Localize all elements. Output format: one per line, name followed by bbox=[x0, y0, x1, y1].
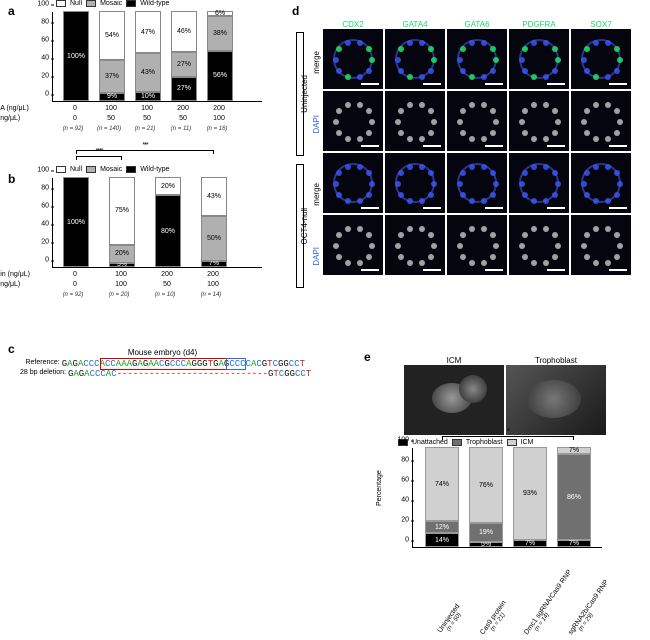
bar-col: 100% bbox=[63, 11, 89, 101]
panel-a-chart: 020406080100100%9%37%54%10%43%47%27%27%4… bbox=[52, 12, 262, 102]
micrograph bbox=[571, 91, 631, 151]
panel-b-label: b bbox=[8, 172, 15, 186]
micrograph bbox=[323, 29, 383, 89]
panel-a-label: a bbox=[8, 4, 15, 18]
micrograph bbox=[323, 215, 383, 275]
micrograph bbox=[447, 215, 507, 275]
bar-col: 5%20%75% bbox=[109, 177, 135, 267]
micrograph bbox=[447, 153, 507, 213]
micrograph bbox=[571, 153, 631, 213]
bar-col: 80%20% bbox=[155, 177, 181, 267]
panel-b-chart: 020406080100100%5%20%75%80%20%7%50%43%**… bbox=[52, 178, 262, 268]
micrograph bbox=[323, 153, 383, 213]
panel-b-legend: Null Mosaic Wild-type bbox=[56, 166, 169, 173]
micrograph bbox=[509, 215, 569, 275]
bar-col: 10%43%47% bbox=[135, 11, 161, 101]
bar-col: 56%38%6% bbox=[207, 11, 233, 101]
panel-e-caps: ICM Trophoblast bbox=[370, 356, 640, 365]
micrograph bbox=[385, 215, 445, 275]
micrograph bbox=[447, 91, 507, 151]
micrograph bbox=[385, 153, 445, 213]
micrograph bbox=[509, 153, 569, 213]
micrograph bbox=[323, 91, 383, 151]
panel-d-grid: CDX2GATA4GATA6PDGFRASOX7UninjectedmergeD… bbox=[322, 20, 632, 277]
panel-b: b Null Mosaic Wild-type Percent of injec… bbox=[20, 178, 270, 328]
panel-d-label: d bbox=[292, 4, 299, 18]
panel-e-micro-troph bbox=[506, 365, 606, 435]
panel-e: e ICM Trophoblast Unattached Trophoblast… bbox=[370, 356, 640, 626]
panel-c-label: c bbox=[8, 342, 15, 356]
panel-c: c Mouse embryo (d4) Reference:GAGACCCACC… bbox=[20, 348, 305, 408]
panel-c-sequences: Reference:GAGACCCACCAAAGAGAACGCCCAGGGTGA… bbox=[20, 359, 305, 379]
bar-col: 9%37%54% bbox=[99, 11, 125, 101]
panel-d: d CDX2GATA4GATA6PDGFRASOX7Uninjectedmerg… bbox=[298, 8, 646, 346]
micrograph bbox=[509, 29, 569, 89]
bar-col: 100% bbox=[63, 177, 89, 267]
panel-e-label: e bbox=[364, 350, 371, 364]
micrograph bbox=[385, 91, 445, 151]
micrograph bbox=[509, 91, 569, 151]
panel-e-micrographs bbox=[370, 365, 640, 435]
micrograph bbox=[385, 29, 445, 89]
panel-e-legend: Unattached Trophoblast ICM bbox=[398, 439, 640, 446]
bar-col: 27%27%46% bbox=[171, 11, 197, 101]
panel-e-ylabel: Percentage bbox=[376, 470, 383, 506]
micrograph bbox=[571, 215, 631, 275]
panel-a: a Null Mosaic Wild-type Percent of injec… bbox=[20, 12, 270, 162]
seq-row: 28 bp deletion:GAGACCCAC----------------… bbox=[20, 369, 305, 379]
panel-e-micro-icm bbox=[404, 365, 504, 435]
panel-c-title: Mouse embryo (d4) bbox=[20, 348, 305, 357]
bar-col: 7%50%43% bbox=[201, 177, 227, 267]
panel-e-chart: 02040608010014%12%74%5%19%76%7%93%7%86%7… bbox=[412, 448, 602, 548]
micrograph bbox=[447, 29, 507, 89]
panel-a-legend: Null Mosaic Wild-type bbox=[56, 0, 169, 7]
micrograph bbox=[571, 29, 631, 89]
